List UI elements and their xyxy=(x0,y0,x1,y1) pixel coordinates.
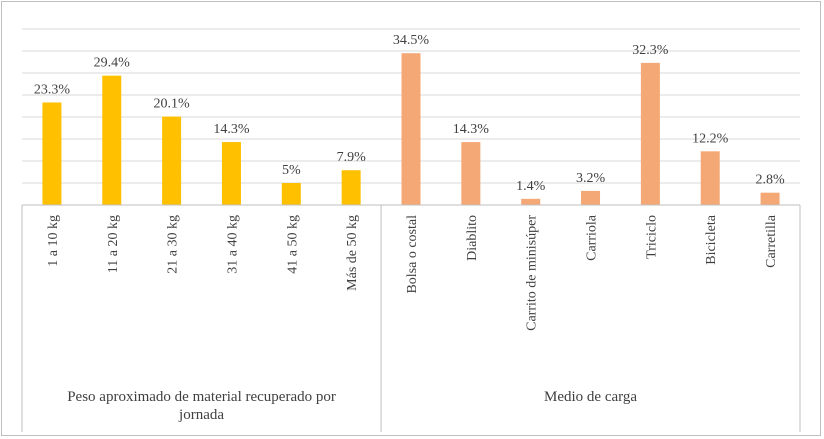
data-label: 20.1% xyxy=(154,97,191,112)
data-label: 29.4% xyxy=(94,56,131,71)
data-label: 7.9% xyxy=(337,150,367,165)
category-label: Carriola xyxy=(585,214,600,261)
bar xyxy=(581,190,601,205)
bar xyxy=(401,53,421,206)
category-label: 21 a 30 kg xyxy=(166,215,181,274)
bar xyxy=(521,198,541,205)
category-label: Carretilla xyxy=(764,214,779,268)
data-label: 5% xyxy=(282,163,301,178)
category-label: Triciclo xyxy=(644,215,659,259)
category-label: Más de 50 kg xyxy=(345,215,360,291)
data-label: 32.3% xyxy=(632,43,669,58)
category-label: 11 a 20 kg xyxy=(106,215,121,273)
bar xyxy=(42,102,62,205)
bar xyxy=(221,142,241,205)
bar xyxy=(461,142,481,205)
data-label: 2.8% xyxy=(755,173,785,188)
group-label: Peso aproximado de material recuperado p… xyxy=(67,389,336,405)
category-label: Bicicleta xyxy=(704,214,719,265)
category-label: 31 a 40 kg xyxy=(225,215,240,274)
bar xyxy=(281,183,301,205)
bar xyxy=(102,75,122,205)
group-label: jornada xyxy=(178,407,224,423)
category-label: 41 a 50 kg xyxy=(285,215,300,274)
data-label: 14.3% xyxy=(213,122,250,137)
bar xyxy=(640,62,660,205)
category-label: Bolsa o costal xyxy=(405,215,420,294)
category-label: Diablito xyxy=(465,215,480,261)
data-label: 3.2% xyxy=(576,171,606,186)
bar xyxy=(760,192,780,205)
category-label: 1 a 10 kg xyxy=(46,215,61,267)
data-label: 1.4% xyxy=(516,179,546,194)
bar xyxy=(700,151,720,205)
group-label: Medio de carga xyxy=(544,389,637,405)
category-label: Carrito de minisúper xyxy=(525,215,540,331)
bar xyxy=(162,116,182,205)
data-label: 23.3% xyxy=(34,82,71,97)
data-label: 12.2% xyxy=(692,131,729,146)
data-label: 14.3% xyxy=(453,122,490,137)
data-label: 34.5% xyxy=(393,33,430,48)
bar xyxy=(341,170,361,205)
